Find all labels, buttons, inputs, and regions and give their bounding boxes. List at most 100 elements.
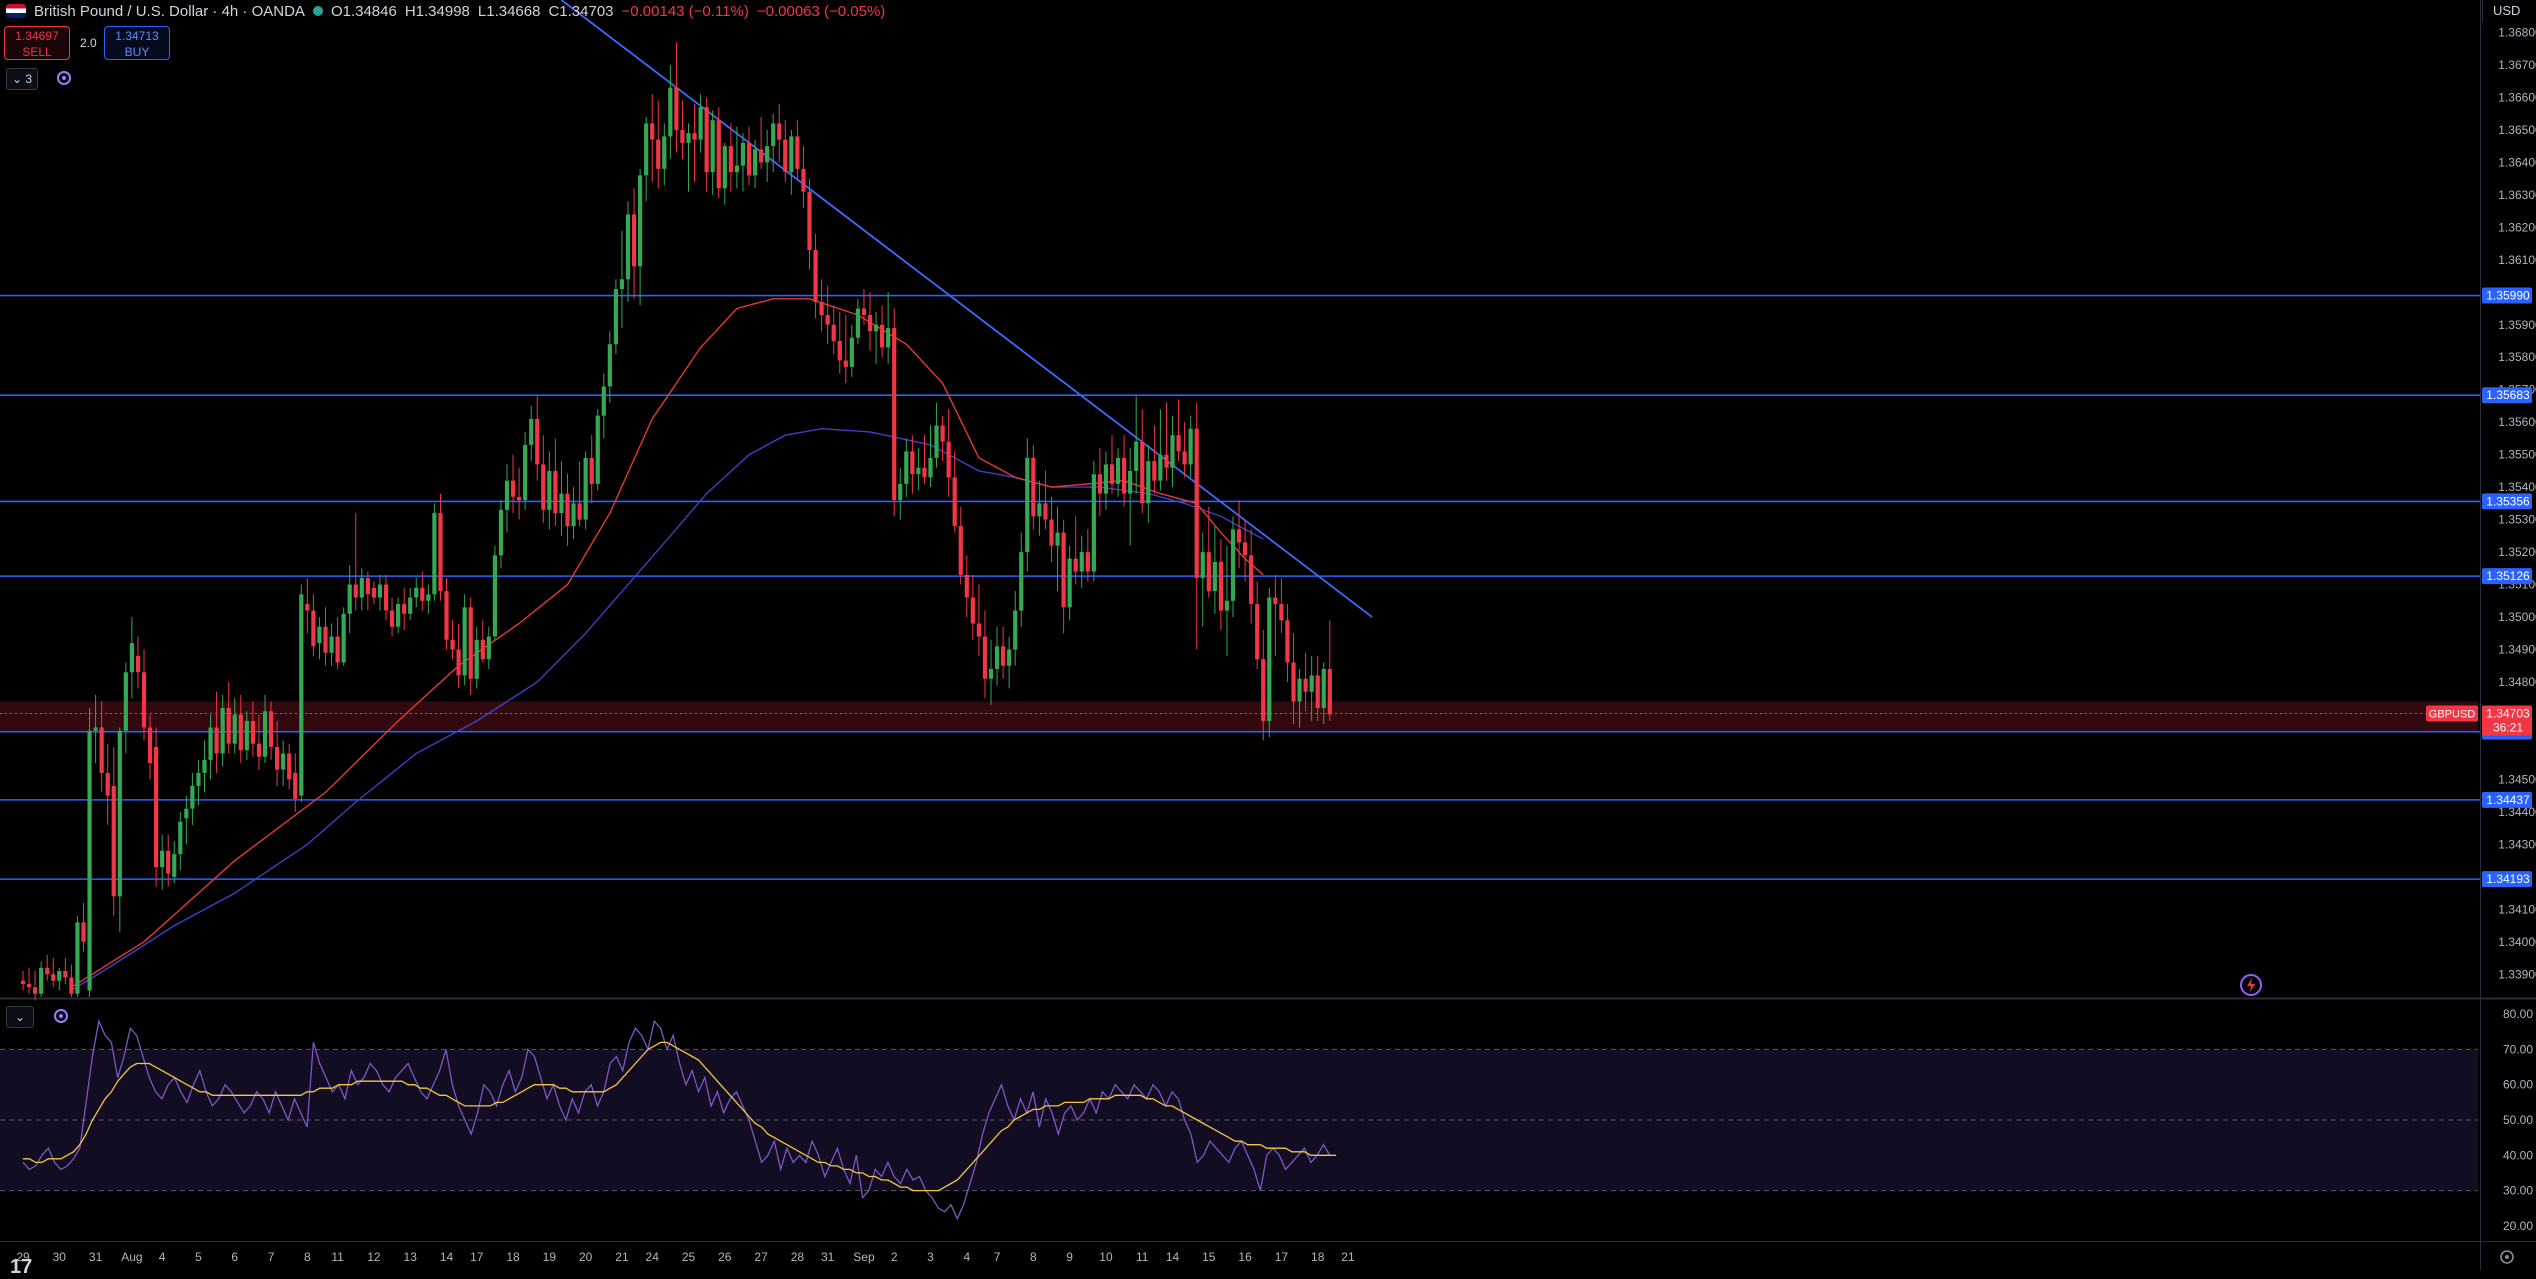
candle-body (317, 626, 322, 644)
candle-body (396, 604, 401, 627)
candle-body (1109, 464, 1115, 484)
candle-body (141, 672, 147, 728)
indicators-toggle[interactable]: ⌄ 3 (6, 68, 38, 90)
candle-body (638, 175, 643, 267)
candle-body (347, 584, 352, 614)
candle-body (172, 854, 177, 877)
candle-body (184, 808, 189, 819)
price-axis-tick: 1.36200 (2498, 220, 2536, 234)
candle-body (492, 555, 497, 637)
candle-body (220, 707, 225, 754)
candle-body (232, 714, 237, 744)
time-axis-tick: 11 (331, 1250, 344, 1264)
price-axis-tick: 1.35800 (2498, 350, 2536, 364)
rsi-axis-tick: 30.00 (2503, 1184, 2533, 1198)
gbp-flag-icon (6, 4, 26, 18)
time-axis-tick: 25 (682, 1250, 696, 1264)
candle-body (625, 214, 631, 280)
candle-body (807, 191, 812, 251)
candle-body (1158, 454, 1163, 481)
candle-body (1103, 464, 1109, 494)
candle-body (1309, 675, 1314, 692)
candle-body (752, 149, 758, 176)
candle-body (311, 610, 316, 647)
candle-body (147, 727, 153, 764)
candle-body (154, 746, 159, 868)
candle-body (1164, 454, 1169, 468)
price-axis-tick: 1.35400 (2498, 480, 2536, 494)
rsi-axis-tick: 70.00 (2503, 1042, 2533, 1056)
time-axis-tick: 7 (268, 1250, 275, 1264)
level-price-label: 1.35126 (2486, 569, 2530, 583)
time-axis-tick: 7 (994, 1250, 1001, 1264)
candle-body (1291, 662, 1296, 702)
price-axis-tick: 1.34400 (2498, 805, 2536, 819)
chevron-down-icon: ⌄ (11, 72, 23, 86)
candle-body (886, 328, 891, 348)
candle-body (1049, 519, 1054, 546)
candle-body (462, 607, 467, 676)
candle-body (450, 639, 455, 650)
candle-body (414, 587, 419, 598)
time-axis-tick: 31 (89, 1250, 103, 1264)
price-axis-tick: 1.36800 (2498, 25, 2536, 39)
candle-body (613, 289, 618, 345)
lightning-alert-icon[interactable] (2238, 972, 2264, 998)
currency-selector[interactable]: USD (2482, 0, 2536, 22)
buy-button[interactable]: 1.34713 BUY (104, 26, 170, 60)
candle-body (813, 250, 818, 303)
candle-body (746, 142, 752, 176)
candle-body (329, 636, 334, 653)
candle-body (1236, 529, 1242, 543)
candle-body (1230, 529, 1236, 601)
candle-body (1073, 558, 1078, 572)
candle-body (1128, 470, 1133, 494)
time-axis-tick: 24 (646, 1250, 660, 1264)
candle-body (1001, 646, 1006, 666)
candle-body (81, 922, 86, 942)
candle-body (504, 480, 510, 510)
sync-icon[interactable] (54, 68, 74, 88)
price-axis-tick: 1.35900 (2498, 318, 2536, 332)
level-price-label: 1.35990 (2486, 289, 2530, 303)
time-axis-tick: 17 (1275, 1250, 1289, 1264)
candle-body (444, 591, 449, 640)
candle-body (668, 87, 673, 137)
candle-body (982, 636, 988, 679)
market-open-icon (312, 6, 323, 16)
time-axis-tick: 4 (963, 1250, 970, 1264)
symbol-title[interactable]: British Pound / U.S. Dollar · 4h · OANDA (34, 2, 305, 20)
time-axis-tick: 21 (1341, 1250, 1355, 1264)
symbol-tag-bg (2426, 705, 2478, 722)
price-axis-tick: 1.34000 (2498, 935, 2536, 949)
sell-button[interactable]: 1.34697 SELL (4, 26, 70, 60)
candle-body (1315, 675, 1320, 708)
rsi-axis-tick: 50.00 (2503, 1113, 2533, 1127)
time-axis-tick: 21 (615, 1250, 629, 1264)
candle-body (559, 493, 564, 514)
rsi-pane-toggle[interactable]: ⌄ (6, 1006, 34, 1028)
level-price-label: 1.34437 (2486, 793, 2530, 807)
price-axis-tick: 1.36700 (2498, 58, 2536, 72)
candle-body (420, 587, 425, 601)
time-axis-tick: 15 (1202, 1250, 1216, 1264)
time-axis-tick: 18 (1311, 1250, 1325, 1264)
candle-body (1206, 552, 1211, 592)
candle-body (1243, 542, 1248, 556)
time-axis-tick: 12 (367, 1250, 381, 1264)
candle-body (244, 720, 249, 751)
time-axis-tick: Aug (121, 1250, 142, 1264)
tradingview-logo-icon: 17 (10, 1256, 33, 1278)
price-axis-tick: 1.36400 (2498, 155, 2536, 169)
candle-body (69, 977, 74, 994)
candle-body (970, 597, 975, 624)
price-axis-tick: 1.35300 (2498, 513, 2536, 527)
rsi-sync-icon[interactable] (51, 1006, 71, 1026)
candle-body (619, 279, 625, 290)
candle-body (783, 139, 788, 173)
settings-gear-icon[interactable] (2496, 1246, 2518, 1268)
candle-body (892, 328, 897, 501)
candle-body (335, 636, 340, 663)
